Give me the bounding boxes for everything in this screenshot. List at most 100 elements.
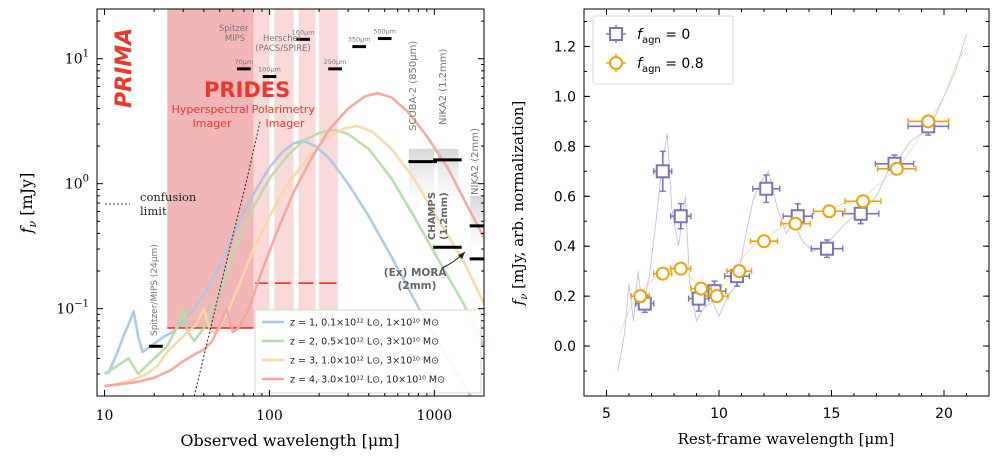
- legend-label: fagn = 0: [637, 27, 690, 46]
- y-tick-label: 1.2: [554, 39, 576, 55]
- circle-marker: [673, 261, 688, 276]
- wavelength-label-3: 250μm: [324, 58, 347, 66]
- circle-marker: [655, 266, 670, 281]
- left-ylabel: fν [mJy]: [17, 173, 39, 235]
- spectrum_yellow: [619, 46, 967, 334]
- legend-fagn0: fagn = 0: [606, 25, 690, 46]
- circle-point-4: [704, 289, 729, 304]
- circle-marker: [788, 216, 803, 231]
- legend-label-z2: z = 2, 0.5×10¹² L⊙, 3×10¹⁰ M⊙: [290, 337, 439, 348]
- y-tick-label: 10−1: [56, 299, 89, 318]
- right-ticks: 5 10 15 20 0.0 0.2 0.4 0.6 0.8 1.0 1.2: [554, 9, 990, 422]
- right-ylabel: fν [mJy, arb. normalization]: [509, 101, 530, 307]
- y-tick-label: 1.0: [554, 89, 576, 105]
- photometry-points: [630, 114, 950, 314]
- legend-label: fagn = 0.8: [637, 56, 704, 75]
- square-marker: [673, 209, 688, 224]
- wavelength-label-2: 160μm: [292, 28, 315, 36]
- circle-point-1: [653, 266, 673, 281]
- circle-marker: [921, 114, 936, 129]
- spitzer24-label: Spitzer/MIPS (24μm): [150, 244, 160, 336]
- confusion-line: [193, 120, 261, 396]
- spectra: [617, 33, 967, 372]
- y-tick-label: 0.0: [554, 339, 576, 355]
- circle-marker: [732, 264, 747, 279]
- legend-label-z3: z = 3, 1.0×10¹² L⊙, 3×10¹⁰ M⊙: [290, 356, 439, 367]
- confusion-limit-line: [193, 120, 261, 396]
- sed-curve-z3: [104, 124, 484, 388]
- herschel-label: Herschel (PACS/SPIRE): [255, 34, 310, 54]
- band-polarimetry-1: [253, 9, 270, 329]
- circle-marker: [856, 194, 870, 209]
- nika2-2-label: NIKA2 (2mm): [470, 128, 481, 195]
- circle-point-5: [726, 264, 753, 279]
- x-tick-label: 10: [710, 406, 728, 422]
- wavelength-label-1: 100μm: [258, 66, 281, 74]
- square-point-2: [669, 203, 692, 230]
- left-panel: PRIMA PRIDES Hyperspectral Imager Polari…: [17, 8, 485, 450]
- legend-label-z4: z = 4, 3.0×10¹² L⊙, 10×10¹⁰ M⊙: [290, 375, 445, 386]
- y-tick-label: 100: [65, 174, 89, 193]
- right-legend: fagn = 0 fagn = 0.8: [592, 15, 734, 85]
- sed-curve-z2: [103, 128, 484, 376]
- gray-band-scuba2: [408, 148, 435, 197]
- square-marker: [820, 241, 834, 256]
- spitzer-mips-label: Spitzer MIPS: [219, 24, 251, 44]
- square-marker: [759, 181, 774, 196]
- left-ticks: 10 100 1000 10−1 100 101: [56, 9, 485, 424]
- circle-point-7: [780, 216, 811, 231]
- instrument-limits: [149, 37, 484, 348]
- left-legend: z = 1, 0.1×10¹² L⊙, 1×10¹⁰ M⊙ z = 2, 0.5×…: [254, 309, 482, 394]
- nika2-12-label: NIKA2 (1.2mm): [438, 49, 449, 125]
- y-tick-label: 0.2: [554, 289, 576, 305]
- x-tick-label: 5: [602, 406, 611, 422]
- circle-point-0: [630, 289, 650, 304]
- x-tick-label: 100: [256, 408, 283, 424]
- circle-marker: [633, 289, 648, 304]
- wavelength-label-4: 350μm: [348, 36, 371, 44]
- square-point-1: [653, 150, 673, 192]
- mora-label: (Ex) MORA (2mm): [384, 267, 450, 292]
- prides-bands: [167, 9, 338, 329]
- wavelength-label-0: 70μm: [235, 58, 254, 66]
- band-polarimetry-2: [274, 9, 294, 329]
- circle-marker: [757, 234, 771, 249]
- wavelength-label-5: 500μm: [373, 28, 396, 36]
- y-tick-label: 101: [65, 49, 89, 68]
- circle-marker: [694, 281, 708, 296]
- y-tick-label: 0.6: [554, 189, 576, 205]
- champs-label: CHAMPS (1.2mm): [427, 189, 450, 240]
- circle-point-8: [812, 204, 846, 219]
- prima-label: PRIMA: [112, 28, 137, 108]
- prides-label: PRIDES: [204, 78, 290, 102]
- right-xlabel: Rest-frame wavelength [μm]: [678, 430, 895, 448]
- circle-point-3: [690, 281, 712, 296]
- mora-arrowhead: [458, 252, 465, 259]
- left-xlabel: Observed wavelength [μm]: [180, 431, 399, 450]
- sed-curve-z4: [104, 91, 484, 388]
- y-tick-label: 0.8: [554, 139, 576, 155]
- legend-square: [609, 27, 623, 41]
- square-point-8: [810, 239, 844, 259]
- x-tick-label: 15: [823, 406, 841, 422]
- legend-label-z1: z = 1, 0.1×10¹² L⊙, 1×10¹⁰ M⊙: [290, 318, 439, 329]
- square-marker: [853, 206, 868, 221]
- spectrum_purple: [617, 33, 967, 372]
- hyperspectral-label: Hyperspectral Imager: [172, 103, 253, 130]
- x-tick-label: 1000: [417, 408, 453, 424]
- left-axes-frame: [96, 8, 485, 397]
- right-panel: fagn = 0 fagn = 0.8 5 10 15 20 0.0 0.2 0.4 0.6 0.…: [509, 8, 990, 448]
- confusion-label: confusion limit: [140, 190, 200, 218]
- band-hyperspectral: [167, 9, 254, 329]
- circle-point-6: [749, 234, 779, 249]
- circle-marker: [822, 204, 837, 219]
- legend-circle: [609, 56, 623, 70]
- y-tick-label: 0.4: [554, 239, 576, 255]
- polarimetry-label: Polarimetry Imager: [252, 103, 319, 130]
- circle-marker: [709, 289, 724, 304]
- x-tick-label: 20: [935, 406, 953, 422]
- scuba2-label: SCUBA-2 (850μm): [408, 41, 419, 131]
- circle-point-2: [669, 261, 692, 276]
